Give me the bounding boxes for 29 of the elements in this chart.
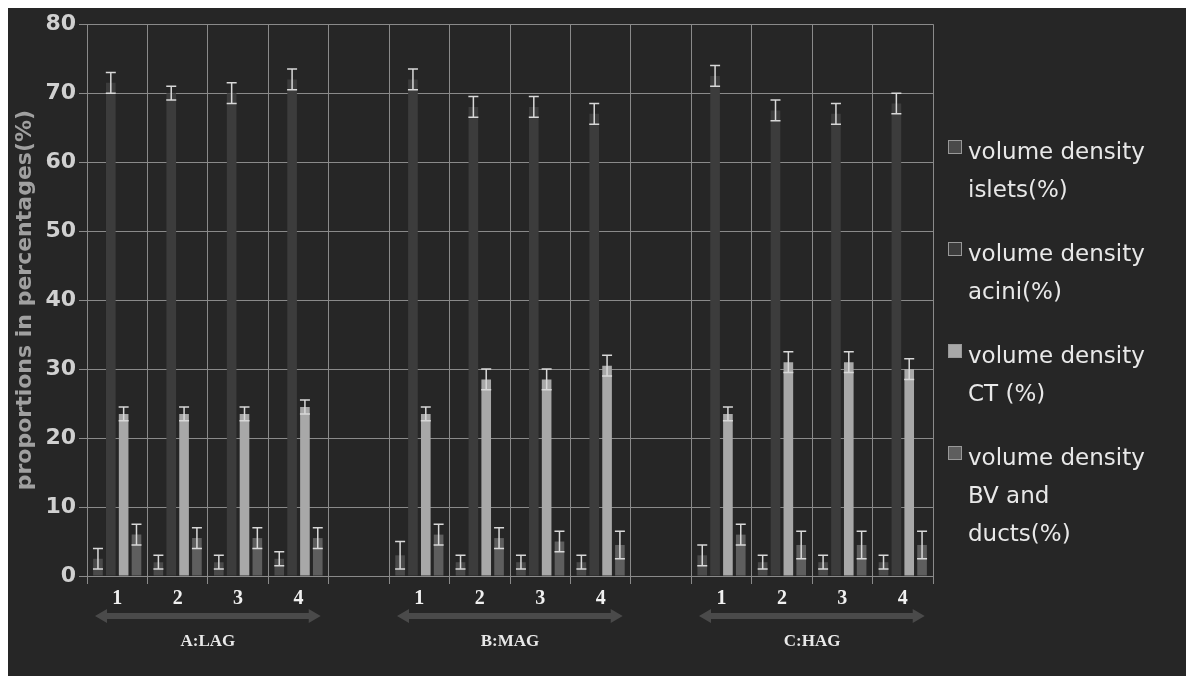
y-tick-label: 30: [45, 354, 77, 380]
y-tick-label: 20: [45, 423, 77, 449]
x-tick-label: 2: [172, 586, 183, 609]
x-tick-label: 3: [233, 586, 244, 609]
x-tick-label: 2: [474, 586, 485, 609]
legend-label: volume density BV and ducts(%): [968, 443, 1146, 548]
x-tick-label: 2: [776, 586, 787, 609]
text: B:MAG: [480, 631, 540, 651]
y-tick-label: 60: [45, 147, 77, 173]
legend-label: volume density acini(%): [968, 239, 1146, 306]
y-tick-label: 70: [45, 78, 77, 104]
text: C:HAG: [783, 631, 841, 651]
legend-label: volume density CT (%): [968, 341, 1146, 408]
y-tick-label: 40: [45, 285, 77, 311]
y-tick-label: 80: [45, 9, 77, 35]
x-tick-label: 3: [837, 586, 848, 609]
x-tick-label: 4: [293, 586, 304, 609]
x-tick-label: 1: [112, 586, 123, 609]
x-tick-label: 1: [414, 586, 425, 609]
x-tick-label: 4: [897, 586, 908, 609]
x-tick-label: 1: [716, 586, 727, 609]
y-tick-label: 50: [45, 216, 77, 242]
y-axis-title: proportions in percentages(%): [10, 109, 36, 491]
x-tick-label: 4: [595, 586, 606, 609]
y-tick-label: 0: [60, 561, 77, 587]
legend-label: volume density islets(%): [968, 137, 1146, 204]
x-tick-label: 3: [535, 586, 546, 609]
y-tick-label: 10: [45, 492, 77, 518]
text: A:LAG: [180, 631, 236, 651]
